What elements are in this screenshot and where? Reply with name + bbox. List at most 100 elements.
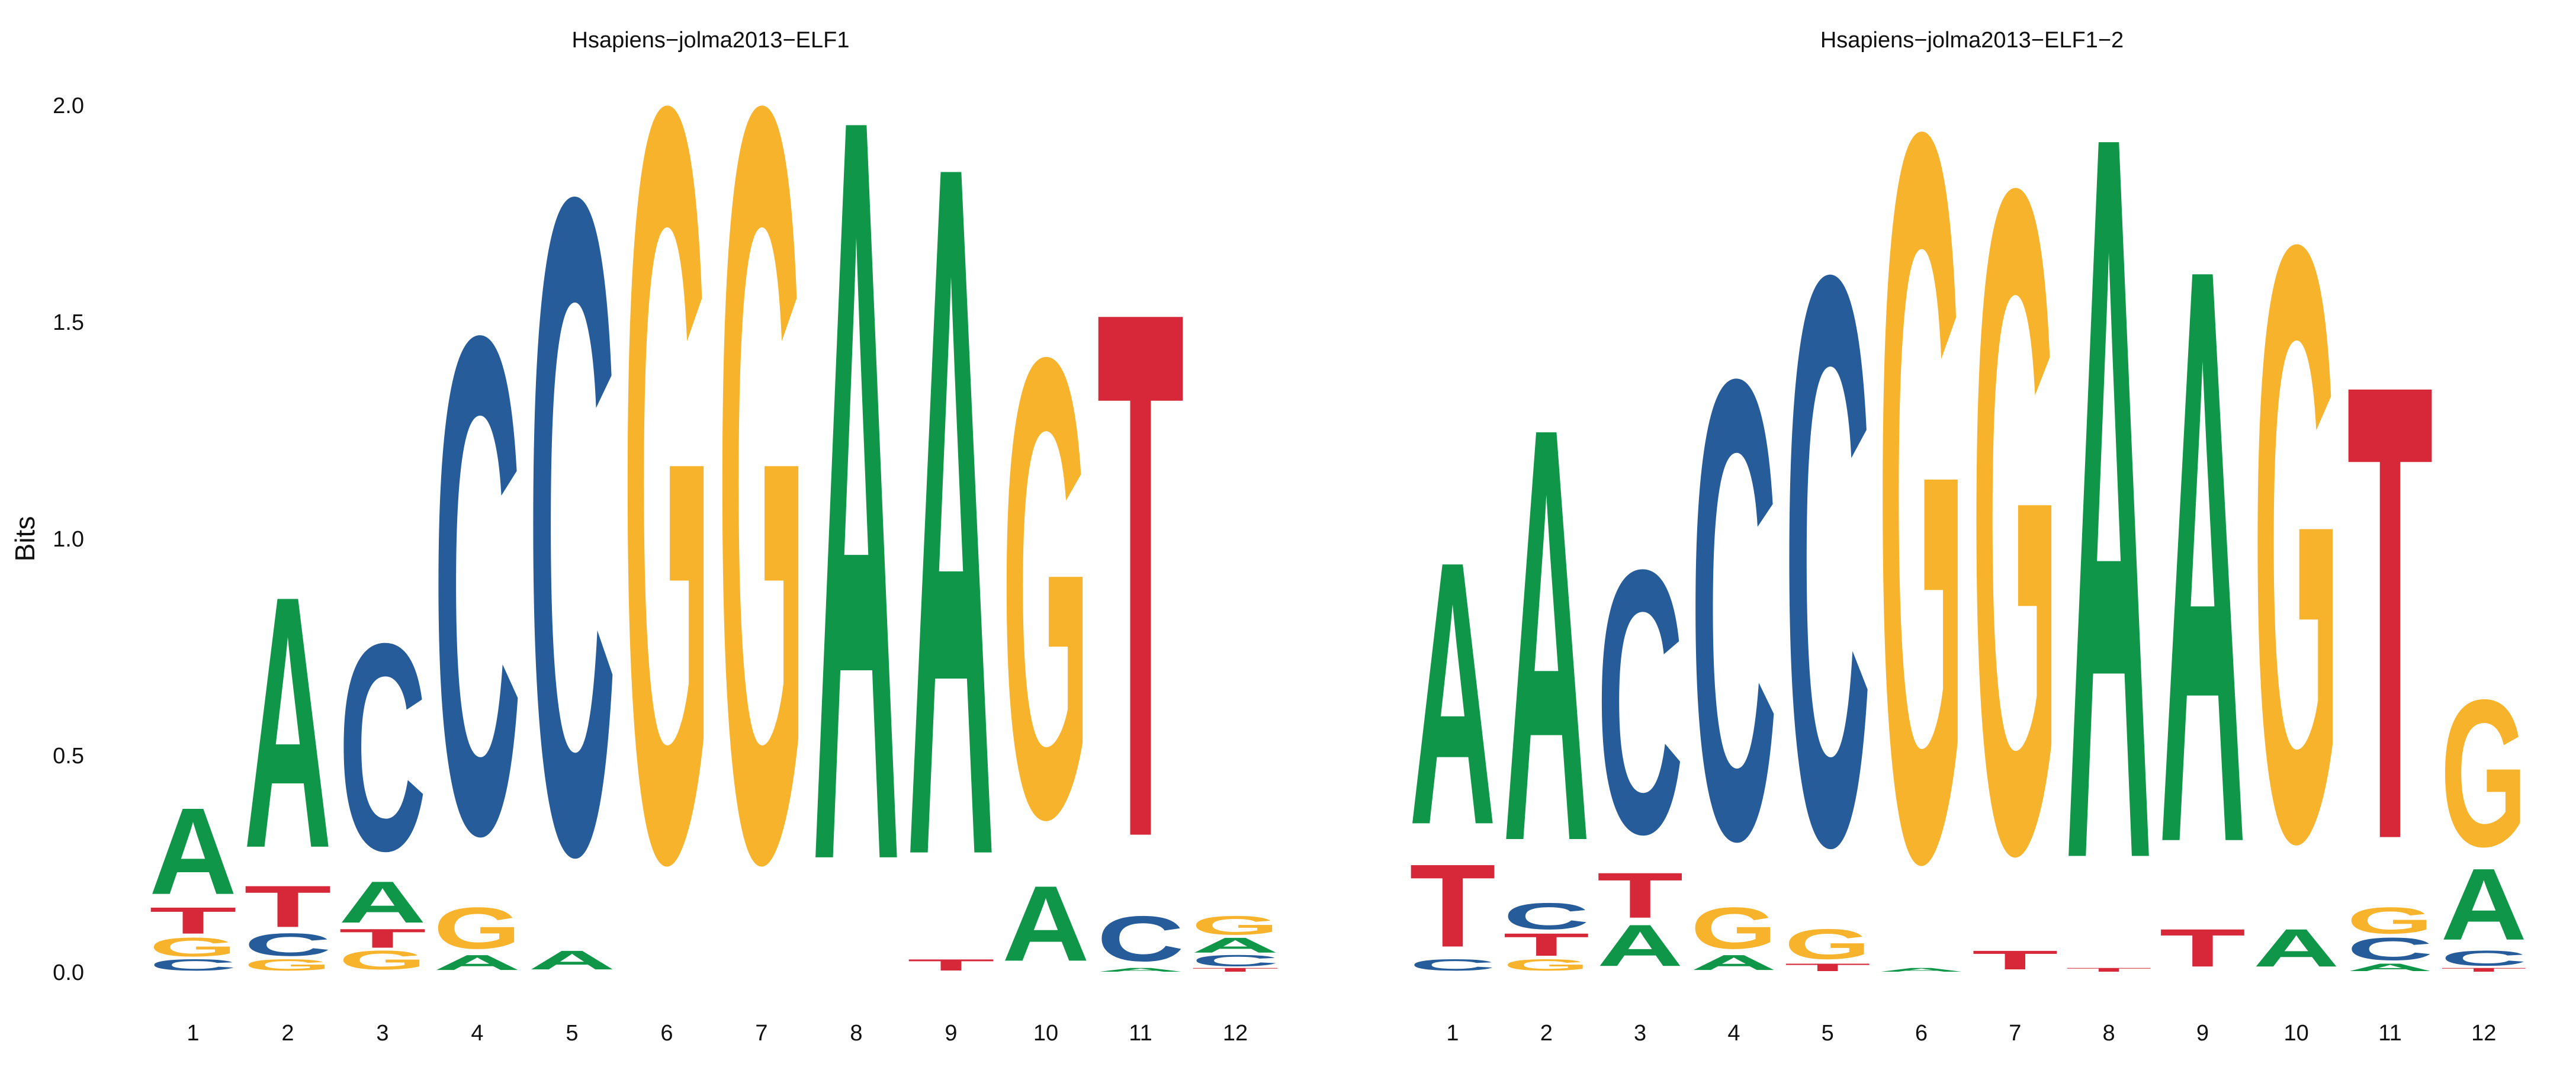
x-tick-label: 10 xyxy=(2284,1021,2309,1046)
logo-letter-C: C xyxy=(149,956,237,973)
y-axis-ticks: 0.0 0.5 1.0 1.5 2.0 xyxy=(53,94,84,985)
logo-letter-G: G xyxy=(1691,895,1777,962)
logo-letter-T: T xyxy=(1784,962,1871,973)
logo-letter-C: C xyxy=(1503,895,1589,937)
logo-letter-T: T xyxy=(339,923,426,953)
x-tick-label: 2 xyxy=(281,1021,294,1046)
x-tick-label: 1 xyxy=(187,1021,199,1046)
logo-letter-T: T xyxy=(149,899,237,941)
logo-letter-A: A xyxy=(2440,847,2527,962)
logo-letter-G: G xyxy=(1191,911,1279,941)
x-tick-label: 7 xyxy=(755,1021,767,1046)
logo-letter-T: T xyxy=(907,956,995,973)
x-tick-label: 3 xyxy=(1634,1021,1646,1046)
x-tick-label: 12 xyxy=(2471,1021,2496,1046)
logo-letter-A: A xyxy=(1097,967,1184,973)
logo-letter-A: A xyxy=(2253,918,2340,978)
x-tick-label: 10 xyxy=(1033,1021,1058,1046)
logo-letter-C: C xyxy=(2440,946,2527,970)
x-tick-label: 5 xyxy=(566,1021,578,1046)
x-tick-label: 11 xyxy=(1129,1021,1152,1046)
logo-letter-G: G xyxy=(1503,956,1589,974)
x-tick-label: 12 xyxy=(1223,1021,1248,1046)
logo-letter-A: A xyxy=(1409,483,1496,903)
logo-letter-A: A xyxy=(149,782,237,920)
logo-letter-G: G xyxy=(339,945,426,975)
logo-letter-A: A xyxy=(2159,97,2246,1015)
logo-letter-G: G xyxy=(623,0,711,1083)
logo-letter-A: A xyxy=(1191,933,1279,957)
x-tick-label: 6 xyxy=(1915,1021,1928,1046)
logo-letter-A: A xyxy=(244,521,332,923)
logo-letter-T: T xyxy=(2347,249,2433,975)
logo-letter-A: A xyxy=(1503,304,1589,965)
logo-letter-C: C xyxy=(1097,902,1184,975)
logo-letter-C: C xyxy=(1409,956,1496,974)
x-tick-label: 11 xyxy=(2378,1021,2401,1046)
logo-letter-T: T xyxy=(244,873,332,940)
x-tick-label: 8 xyxy=(850,1021,862,1046)
logo-letter-T: T xyxy=(1097,153,1184,994)
logo-letter-T: T xyxy=(1503,927,1589,963)
logo-letter-C: C xyxy=(244,927,332,963)
x-tick-label: 9 xyxy=(2196,1021,2209,1046)
logo-letter-G: G xyxy=(1878,0,1965,1076)
logo-letter-A: A xyxy=(1878,967,1965,973)
y-tick-label: 1.0 xyxy=(53,527,84,552)
logo-letter-T: T xyxy=(1597,860,1684,931)
logo-letter-G: G xyxy=(2347,899,2433,941)
logo-letter-A: A xyxy=(433,951,521,975)
x-axis-ticks-2: 1 2 3 4 5 6 7 8 9 10 11 12 xyxy=(1446,1021,2496,1046)
logo-letter-T: T xyxy=(2159,918,2246,978)
logo-letter-A: A xyxy=(528,945,616,975)
panel-title-2: Hsapiens−jolma2013−ELF1−2 xyxy=(1820,28,2124,53)
logo-letter-C: C xyxy=(433,189,521,982)
logo-letter-C: C xyxy=(1784,107,1871,1014)
x-tick-label: 7 xyxy=(2009,1021,2021,1046)
logo-letter-G: G xyxy=(2253,68,2340,1017)
y-tick-label: 2.0 xyxy=(53,94,84,118)
logo-letter-C: C xyxy=(528,2,616,1048)
logo-letter-G: G xyxy=(244,956,332,973)
x-tick-label: 8 xyxy=(2103,1021,2115,1046)
x-axis-ticks-1: 1 2 3 4 5 6 7 8 9 10 11 12 xyxy=(187,1021,1248,1046)
x-tick-label: 1 xyxy=(1446,1021,1459,1046)
x-tick-label: 4 xyxy=(1727,1021,1740,1046)
logo-letter-C: C xyxy=(1597,491,1684,912)
logo-letter-A: A xyxy=(1597,912,1684,978)
logo-letter-A: A xyxy=(2347,962,2433,973)
x-tick-label: 9 xyxy=(945,1021,957,1046)
panel-title-1: Hsapiens−jolma2013−ELF1 xyxy=(572,28,850,53)
x-tick-label: 6 xyxy=(660,1021,673,1046)
x-tick-label: 3 xyxy=(376,1021,388,1046)
x-tick-label: 2 xyxy=(1540,1021,1553,1046)
logo-letter-A: A xyxy=(907,0,995,1063)
logo-letter-A: A xyxy=(2066,0,2152,1076)
x-tick-label: 4 xyxy=(471,1021,483,1046)
logo-letter-T: T xyxy=(2066,967,2152,973)
logo-letter-C: C xyxy=(2347,931,2433,968)
logo-letter-G: G xyxy=(149,932,237,962)
logo-letter-G: G xyxy=(433,895,521,962)
logo-letter-T: T xyxy=(1191,967,1279,973)
logo-letter-A: A xyxy=(1002,864,1090,984)
logo-letter-G: G xyxy=(718,0,805,1083)
y-tick-label: 1.5 xyxy=(53,310,84,335)
logo-letter-T: T xyxy=(1972,945,2058,975)
logo-panel-1: Hsapiens−jolma2013−ELF1 Bits 0.0 0.5 1.0 1.… xyxy=(9,0,1279,1083)
logo-letter-C: C xyxy=(339,582,426,912)
logo-letter-G: G xyxy=(1972,0,2058,1050)
logo-letter-A: A xyxy=(812,0,900,1083)
logo-letter-G: G xyxy=(2440,657,2527,891)
y-axis-title: Bits xyxy=(9,516,40,562)
logo-letter-T: T xyxy=(1409,840,1496,972)
logo-letter-C: C xyxy=(1691,243,1777,976)
x-tick-label: 5 xyxy=(1822,1021,1834,1046)
logo-letter-A: A xyxy=(339,869,426,935)
logo-letter-G: G xyxy=(1002,222,1090,954)
